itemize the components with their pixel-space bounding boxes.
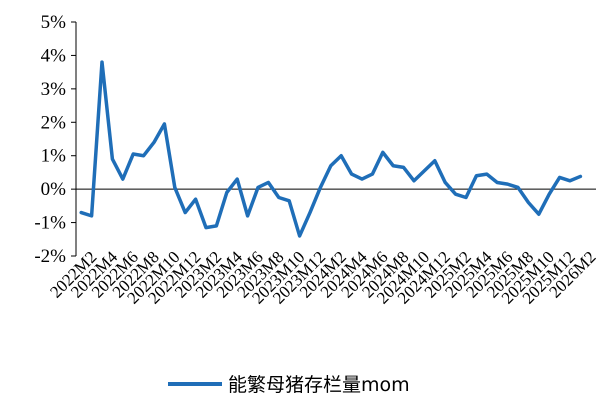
- y-tick-label: 5%: [41, 12, 67, 33]
- legend: 能繁母猪存栏量mom: [168, 374, 410, 396]
- x-axis: 2022M22022M42022M62022M82022M102022M1220…: [46, 188, 600, 308]
- y-axis: 5% 4% 3% 2% 1% 0% -1% -2%: [34, 12, 77, 267]
- series-layer: [79, 60, 583, 238]
- y-tick-label: 1%: [41, 146, 67, 167]
- y-tick-label: -1%: [34, 213, 66, 234]
- y-tick-label: 4%: [41, 45, 67, 66]
- series-line: [79, 60, 583, 238]
- y-tick-label: 2%: [41, 112, 67, 133]
- legend-label: 能繁母猪存栏量mom: [228, 374, 410, 396]
- y-tick-label: 0%: [41, 179, 67, 200]
- y-tick-label: -2%: [34, 246, 66, 267]
- y-tick-label: 3%: [41, 79, 67, 100]
